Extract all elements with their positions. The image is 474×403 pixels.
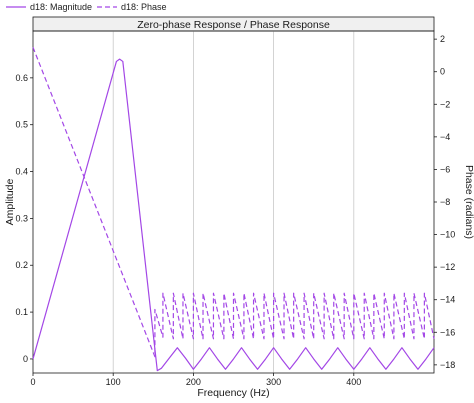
y-right-tick-label: 2 — [440, 34, 445, 44]
x-axis-label: Frequency (Hz) — [197, 387, 269, 399]
y-left-tick-label: 0.2 — [15, 260, 28, 270]
magnitude-series-line — [32, 58, 435, 372]
chart-title: Zero-phase Response / Phase Response — [137, 19, 330, 31]
y-left-tick-label: 0.4 — [15, 167, 28, 177]
x-tick-label: 300 — [266, 377, 281, 387]
y-left-tick-label: 0.6 — [15, 73, 28, 83]
y-right-tick-label: −2 — [440, 99, 450, 109]
y-left-tick-label: 0.1 — [15, 307, 28, 317]
y-right-tick-label: −14 — [440, 295, 455, 305]
grid — [112, 31, 355, 373]
y-right-tick-label: −12 — [440, 262, 455, 272]
y-left-tick-label: 0 — [23, 354, 28, 364]
y-left-tick-label: 0.3 — [15, 213, 28, 223]
y-left-tick-label: 0.5 — [15, 120, 28, 130]
y-right-tick-label: −18 — [440, 360, 455, 370]
x-tick-label: 0 — [30, 377, 35, 387]
y-right-tick-label: 0 — [440, 67, 445, 77]
series-layer — [32, 47, 435, 372]
legend-label-phase: d18: Phase — [121, 2, 167, 12]
x-tick-label: 400 — [346, 377, 361, 387]
y-right-tick-label: −4 — [440, 132, 450, 142]
y-axis-left-label: Amplitude — [4, 179, 16, 226]
y-right-tick-label: −10 — [440, 230, 455, 240]
legend: d18: Magnitude d18: Phase — [6, 2, 167, 12]
x-tick-label: 200 — [186, 377, 201, 387]
axis-ticks: 0 100 200 300 400 0 0.1 0.2 0.3 0.4 0.5 0.6 2 0 −2 −4 −6… — [15, 34, 455, 387]
y-axis-right-label: Phase (radians) — [463, 165, 474, 239]
x-tick-label: 100 — [106, 377, 121, 387]
y-right-tick-label: −6 — [440, 164, 450, 174]
legend-label-magnitude: d18: Magnitude — [30, 2, 92, 12]
y-right-tick-label: −16 — [440, 327, 455, 337]
phase-series-line — [32, 47, 435, 358]
y-right-tick-label: −8 — [440, 197, 450, 207]
